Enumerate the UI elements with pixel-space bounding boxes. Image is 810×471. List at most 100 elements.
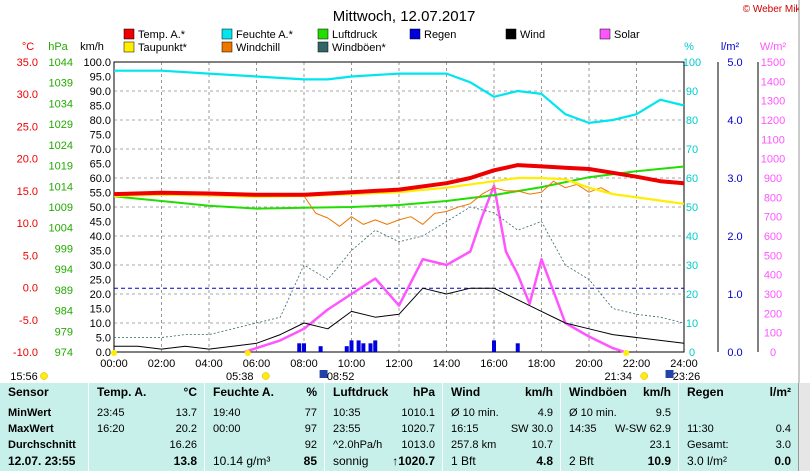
y-tick-rain-3: 2.0 xyxy=(727,231,742,243)
stats-section-gust: Windböen km/h Ø 10 min. 9.5 14:35 W-SW 62.9 23… xyxy=(560,383,679,471)
y-tick-temp-9: -10.0 xyxy=(13,347,38,359)
stats-temp-sub-1: 16:20 xyxy=(97,423,125,435)
stats-section-wind: Wind km/h Ø 10 min. 4.9 16:15 SW 30.0 257.8 km… xyxy=(442,383,561,471)
moonset-time: 23:26 xyxy=(673,371,701,383)
stats-hum-val-2: 92 xyxy=(304,439,317,451)
x-tick-1: 02:00 xyxy=(148,358,176,370)
y-tick-solar-11: 400 xyxy=(764,270,782,282)
first_time-marker xyxy=(111,350,117,356)
legend-label-7: Windchill xyxy=(236,42,280,54)
stats-row-label-2: Durchschnitt xyxy=(0,437,88,453)
legend-label-8: Windböen* xyxy=(332,42,387,54)
stats-press-sub-0: 10:35 xyxy=(333,407,361,419)
grid xyxy=(113,61,685,353)
y-tick-wind-11: 45.0 xyxy=(90,217,111,229)
rain-bar-2 xyxy=(318,346,323,352)
y-tick-pressure-6: 1014 xyxy=(49,181,73,193)
y-tick-pressure-1: 1039 xyxy=(49,78,73,90)
x-axis: 00:00 02:00 04:00 06:00 08:00 10:00 12:00 14:00… xyxy=(100,358,698,370)
copyright-label: © Weber Mike xyxy=(743,4,807,15)
stats-press-sub-1: 23:55 xyxy=(333,423,361,435)
stats-header-hum: Feuchte A.% xyxy=(205,383,325,401)
stats-rain-sub-1: 11:30 xyxy=(687,423,714,435)
y-tick-wind-9: 55.0 xyxy=(90,188,111,200)
y-tick-pressure-13: 979 xyxy=(55,326,73,338)
legend-label-2: Luftdruck xyxy=(332,29,378,41)
stats-gust-row-3: 2 Bft 10.9 xyxy=(561,453,679,469)
stats-press-val-1: 1020.7 xyxy=(401,423,435,435)
first_time-time: 15:56 xyxy=(10,371,38,383)
stats-press-sub-2: ^2.0hPa/h xyxy=(333,439,383,451)
stats-header-temp-label: Temp. A. xyxy=(97,385,147,399)
y-tick-solar-9: 600 xyxy=(764,231,782,243)
y-tick-pressure-9: 999 xyxy=(55,243,73,255)
moonrise-moon-icon xyxy=(319,370,328,378)
sunrise-time: 05:38 xyxy=(226,371,254,383)
stats-press-row-1: 23:55 1020.7 xyxy=(325,421,443,437)
x-tick-9: 18:00 xyxy=(528,358,556,370)
y-tick-pressure-12: 984 xyxy=(55,306,73,318)
y-tick-rain-1: 4.0 xyxy=(727,115,742,127)
y-tick-rain-4: 1.0 xyxy=(727,289,742,301)
stats-wind-sub-3: 1 Bft xyxy=(451,454,476,468)
y-tick-humidity-0: 100 xyxy=(683,57,701,69)
y-tick-humidity-3: 70 xyxy=(686,144,698,156)
y-tick-solar-15: 0 xyxy=(770,347,776,359)
unit-label-solar: W/m² xyxy=(760,41,787,53)
rain-bar-0 xyxy=(297,343,302,352)
stats-gust-sub-0: Ø 10 min. xyxy=(569,407,617,419)
rain-bar-8 xyxy=(373,340,378,352)
stats-header-press-label: Luftdruck xyxy=(333,385,389,399)
stats-hum-val-1: 97 xyxy=(304,423,317,435)
y-tick-wind-2: 90.0 xyxy=(90,86,111,98)
stats-wind-sub-2: 257.8 km xyxy=(451,439,497,451)
stats-press-row-3: sonnig ↑1020.7 xyxy=(325,453,443,469)
legend-swatch-1 xyxy=(221,28,233,40)
y-tick-pressure-8: 1004 xyxy=(49,223,73,235)
stats-press-row-2: ^2.0hPa/h 1013.0 xyxy=(325,437,443,453)
y-tick-pressure-5: 1019 xyxy=(49,161,73,173)
y-tick-humidity-5: 50 xyxy=(686,202,698,214)
rain-bar-10 xyxy=(515,343,520,352)
y-tick-solar-8: 700 xyxy=(764,212,782,224)
y-tick-temp-8: -5.0 xyxy=(19,315,38,327)
x-tick-12: 24:00 xyxy=(670,358,698,370)
stats-header-wind: Wind km/h xyxy=(443,383,561,401)
y-tick-rain-0: 5.0 xyxy=(727,57,742,69)
rain-bar-6 xyxy=(361,343,366,352)
stats-press-row-0: 10:35 1010.1 xyxy=(325,405,443,421)
y-tick-solar-3: 1200 xyxy=(761,115,785,127)
stats-temp-sub-0: 23:45 xyxy=(97,407,125,419)
y-tick-wind-10: 50.0 xyxy=(90,202,111,214)
stats-header-temp: Temp. A. °C xyxy=(89,383,205,401)
legend-swatch-6 xyxy=(123,41,135,53)
stats-temp-row-1: 16:20 20.2 xyxy=(89,421,205,437)
y-tick-pressure-3: 1029 xyxy=(49,119,73,131)
stats-row-label-text-0: MinWert xyxy=(8,407,52,419)
stats-wind-row-2: 257.8 km 10.7 xyxy=(443,437,561,453)
stats-header-gust-unit: km/h xyxy=(642,385,671,399)
stats-temp-val-2: 16.26 xyxy=(169,439,197,451)
stats-wind-val-0: 4.9 xyxy=(537,407,553,419)
legend: Temp. A.* Feuchte A.* Luftdruck Regen Wind So… xyxy=(123,28,640,54)
stats-gust-row-1: 14:35 W-SW 62.9 xyxy=(561,421,679,437)
first_time-sun-icon xyxy=(40,372,48,380)
stats-row-label-text-2: Durchschnitt xyxy=(8,439,76,451)
stats-section-sensor: Sensor MinWert MaxWert Durchschnitt 12.07. 2… xyxy=(0,383,88,471)
y-tick-pressure-10: 994 xyxy=(55,264,73,276)
stats-section-hum: Feuchte A.% 19:40 77 00:00 97 92 10.14 g/m³ 85 xyxy=(204,383,325,471)
stats-temp-row-3: 13.8 xyxy=(89,453,205,469)
y-tick-temp-0: 35.0 xyxy=(17,57,38,69)
y-tick-wind-16: 20.0 xyxy=(90,289,111,301)
sunset-sun-icon xyxy=(640,372,648,380)
stats-section-press: Luftdruck hPa 10:35 1010.1 23:55 1020.7 ^2.0hP… xyxy=(324,383,443,471)
stats-hum-sub-0: 19:40 xyxy=(213,407,241,419)
y-tick-solar-13: 200 xyxy=(764,308,782,320)
legend-label-5: Solar xyxy=(614,29,640,41)
unit-label-temp: °C xyxy=(22,41,34,53)
sun-moon-events: 15:56 05:38 08:52 21:34 23:26 xyxy=(10,350,700,383)
rain-bar-5 xyxy=(356,340,361,352)
legend-swatch-7 xyxy=(221,41,233,53)
y-tick-wind-8: 60.0 xyxy=(90,173,111,185)
y-tick-solar-10: 500 xyxy=(764,250,782,262)
